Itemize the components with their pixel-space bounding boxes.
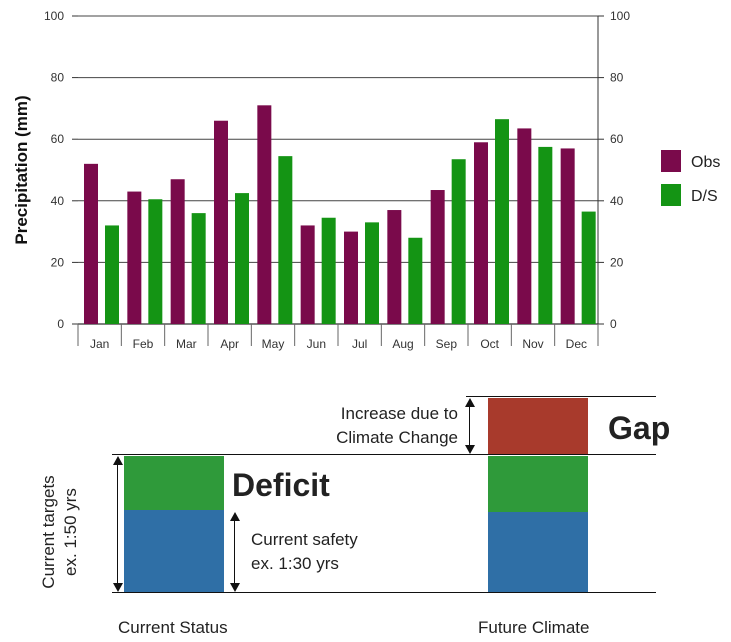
future-deficit-bar [488, 456, 588, 512]
bar-Obs-Mar [171, 179, 185, 324]
targets-label-line2: ex. 1:50 yrs [60, 442, 82, 622]
bar-Obs-Nov [517, 128, 531, 324]
bar-Obs-Apr [214, 121, 228, 324]
legend-label-DS: D/S [691, 188, 718, 205]
x-tick-Nov: Nov [522, 337, 543, 351]
increase-arrow [469, 406, 470, 446]
bar-Obs-Feb [127, 192, 141, 324]
y-tick-left-40: 40 [51, 194, 65, 208]
future-climate-label: Future Climate [478, 618, 589, 638]
y-tick-left-60: 60 [51, 132, 65, 146]
bar-Obs-Oct [474, 142, 488, 324]
legend-swatch-Obs [661, 150, 681, 172]
y-tick-right-80: 80 [610, 71, 624, 85]
increase-label-line2: Climate Change [300, 426, 458, 450]
bar-DS-Nov [538, 147, 552, 324]
bar-DS-Jun [322, 218, 336, 324]
y-axis-left: 0 20 40 60 80 100 [44, 9, 78, 331]
bar-Obs-Sep [431, 190, 445, 324]
y-axis-right: 0 20 40 60 80 100 [598, 9, 630, 331]
bar-DS-Mar [192, 213, 206, 324]
x-tick-Apr: Apr [220, 337, 239, 351]
future-safety-bar [488, 512, 588, 592]
base-line [112, 592, 656, 593]
x-tick-Feb: Feb [133, 337, 154, 351]
deficit-label: Deficit [232, 467, 330, 504]
targets-arrow-head-up [113, 456, 123, 465]
x-tick-Oct: Oct [480, 337, 499, 351]
y-tick-right-40: 40 [610, 194, 624, 208]
y-tick-right-60: 60 [610, 132, 624, 146]
y-tick-left-80: 80 [51, 71, 65, 85]
top-line [466, 396, 656, 397]
y-tick-left-100: 100 [44, 9, 64, 23]
safety-arrow-head-down [230, 583, 240, 592]
bar-DS-Oct [495, 119, 509, 324]
targets-label-line1: Current targets [38, 442, 60, 622]
bar-DS-Sep [452, 159, 466, 324]
safety-label-line1: Current safety [251, 528, 358, 552]
bar-Obs-Jun [301, 225, 315, 324]
current-status-label: Current Status [118, 618, 228, 638]
y-tick-left-20: 20 [51, 255, 65, 269]
x-axis: Jan Feb Mar Apr May Jun Jul Aug Sep Oct Nov Dec [78, 324, 598, 351]
bar-Obs-Aug [387, 210, 401, 324]
legend: Obs D/S [661, 150, 720, 206]
y-axis-title: Precipitation (mm) [12, 95, 31, 244]
legend-label-Obs: Obs [691, 154, 720, 171]
current-safety-bar [124, 510, 224, 592]
safety-arrow [234, 520, 235, 584]
x-tick-Jul: Jul [352, 337, 367, 351]
current-deficit-bar [124, 456, 224, 510]
climate-gap-diagram: Increase due to Climate Change Gap Defic… [0, 380, 731, 642]
increase-label: Increase due to Climate Change [300, 402, 458, 450]
targets-arrow-head-down [113, 583, 123, 592]
bar-DS-Dec [582, 212, 596, 324]
bar-DS-Aug [408, 238, 422, 324]
y-tick-left-0: 0 [57, 317, 64, 331]
x-tick-May: May [262, 337, 285, 351]
x-tick-Aug: Aug [392, 337, 413, 351]
bars [84, 105, 596, 324]
bar-DS-Feb [148, 199, 162, 324]
safety-label-line2: ex. 1:30 yrs [251, 552, 358, 576]
targets-arrow [117, 464, 118, 584]
x-tick-Jun: Jun [307, 337, 326, 351]
x-tick-Mar: Mar [176, 337, 197, 351]
increase-arrow-head-down [465, 445, 475, 454]
bar-Obs-Jan [84, 164, 98, 324]
target-line [112, 454, 656, 455]
x-tick-Jan: Jan [90, 337, 109, 351]
x-tick-Sep: Sep [436, 337, 458, 351]
y-tick-right-100: 100 [610, 9, 630, 23]
bar-Obs-Dec [561, 148, 575, 324]
y-tick-right-20: 20 [610, 255, 624, 269]
bar-DS-Jan [105, 225, 119, 324]
legend-swatch-DS [661, 184, 681, 206]
precipitation-chart: 0 20 40 60 80 100 0 20 40 60 80 100 Jan Feb Mar Apr Ma… [0, 0, 731, 370]
increase-label-line1: Increase due to [300, 402, 458, 426]
y-tick-right-0: 0 [610, 317, 617, 331]
increase-arrow-head-up [465, 398, 475, 407]
bar-DS-May [278, 156, 292, 324]
bar-Obs-May [257, 105, 271, 324]
future-gap-bar [488, 398, 588, 454]
bar-DS-Jul [365, 222, 379, 324]
safety-arrow-head-up [230, 512, 240, 521]
bar-Obs-Jul [344, 232, 358, 324]
targets-label: Current targets ex. 1:50 yrs [38, 442, 82, 622]
bar-DS-Apr [235, 193, 249, 324]
x-tick-Dec: Dec [566, 337, 587, 351]
safety-label: Current safety ex. 1:30 yrs [251, 528, 358, 576]
gap-label: Gap [608, 410, 670, 447]
